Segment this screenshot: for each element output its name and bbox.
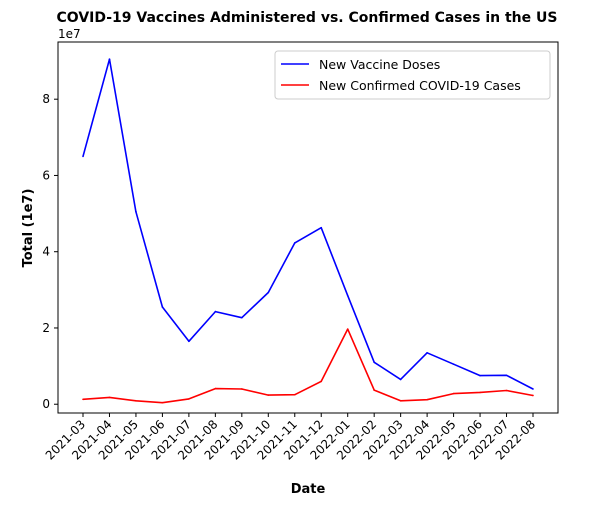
plot-frame [57, 41, 559, 414]
data-point [426, 398, 428, 401]
data-point [532, 394, 534, 397]
data-point [452, 392, 455, 395]
data-point [293, 242, 296, 244]
y-tick-label: 0 [42, 397, 50, 411]
data-point [214, 387, 217, 390]
data-point [479, 374, 481, 377]
y-axis-label: Total (1e7) [21, 189, 36, 268]
data-point [505, 389, 508, 392]
x-axis-ticks: 2021-032021-042021-052021-062021-072021-… [43, 413, 538, 463]
data-point [373, 361, 375, 364]
data-point [267, 291, 270, 294]
series-line-1 [82, 328, 534, 404]
data-point [532, 388, 534, 390]
y-tick-label: 2 [42, 321, 50, 335]
data-point [399, 399, 402, 402]
data-point [108, 58, 111, 60]
series-line-0 [82, 58, 534, 390]
data-point [373, 389, 375, 391]
y-axis-ticks: 0 2 4 6 8 [42, 92, 58, 411]
data-point [399, 378, 402, 381]
data-point [241, 316, 243, 319]
data-point [188, 340, 190, 343]
y-offset-text: 1e7 [58, 27, 81, 41]
data-point [267, 394, 270, 396]
data-point [161, 401, 164, 404]
data-point [188, 398, 190, 400]
data-point [241, 388, 243, 390]
data-point [214, 310, 217, 313]
data-point [479, 391, 481, 394]
x-axis-label: Date [291, 482, 326, 497]
y-tick-label: 8 [42, 92, 50, 106]
legend-label-vaccine: New Vaccine Doses [319, 57, 440, 72]
data-point [135, 210, 137, 213]
data-point [82, 398, 84, 401]
data-point [108, 396, 111, 399]
data-point [82, 155, 84, 158]
data-point [346, 294, 349, 297]
y-tick-label: 4 [42, 245, 50, 259]
data-point [505, 374, 508, 377]
legend: New Vaccine Doses New Confirmed COVID-19… [274, 50, 551, 100]
data-point [320, 226, 323, 229]
data-point [161, 306, 164, 308]
legend-box [274, 50, 551, 100]
data-point [293, 393, 296, 396]
data-point [135, 399, 137, 402]
y-tick-label: 6 [42, 168, 50, 182]
legend-label-cases: New Confirmed COVID-19 Cases [319, 78, 521, 93]
data-point [320, 380, 323, 383]
plot-area [58, 42, 558, 413]
data-point [426, 351, 428, 354]
chart-title: COVID-19 Vaccines Administered vs. Confi… [57, 10, 558, 26]
data-point [346, 328, 349, 330]
series-lines [82, 58, 534, 404]
data-point [452, 363, 455, 365]
